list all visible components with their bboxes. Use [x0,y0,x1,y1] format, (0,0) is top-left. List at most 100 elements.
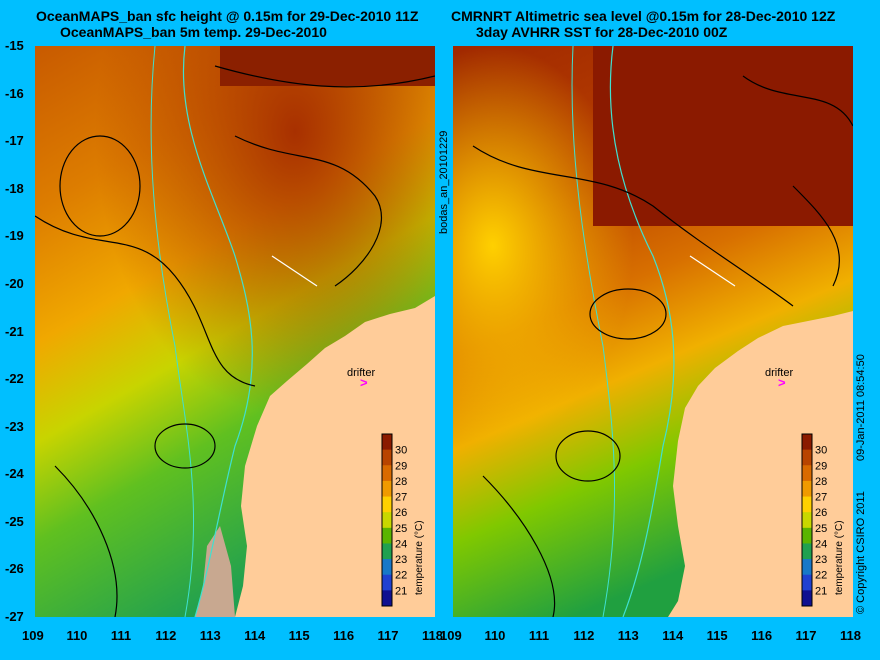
colorbar-tick-label: 22 [815,570,827,582]
lat-tick-label: -17 [5,133,24,149]
right-coastline-contour [609,46,675,617]
colorbar-label: temperature (°C) [834,520,845,595]
right-map-panel: drifter > [453,46,853,617]
left-drifter-label: drifter [347,367,375,379]
colorbar-swatch [802,590,812,607]
colorbar-tick-label: 27 [815,492,827,504]
left-map-panel: drifter > [35,46,435,617]
lat-tick-label: -16 [5,85,24,101]
colorbar-swatch [802,574,812,591]
colorbar-tick-label: 21 [815,585,827,597]
left-shelf-land [195,526,235,617]
lon-tick-label: 111 [528,628,550,643]
left-coastline-contour [182,46,253,617]
left-hot-block [220,46,435,86]
right-title-line2: 3day AVHRR SST for 28-Dec-2010 00Z [476,24,728,40]
colorbar-tick-label: 21 [395,585,407,597]
lon-tick-label: 118 [840,628,861,643]
left-ssh-contour-4 [214,65,435,88]
left-ssh-contour-3 [35,215,256,387]
colorbar-swatch [382,559,392,576]
lat-tick-label: -18 [5,180,24,196]
colorbar-tick-label: 23 [395,554,407,566]
right-ssh-contour-2 [555,430,621,482]
colorbar-swatch [382,512,392,529]
colorbar-tick-label: 25 [395,523,407,535]
lon-tick-label: 109 [22,628,44,643]
right-hot-block [593,46,853,226]
lon-tick-label: 117 [377,628,399,643]
colorbar-swatch [382,527,392,544]
colorbar-tick-label: 28 [395,476,407,488]
colorbar-swatch [382,465,392,482]
colorbar-swatch [802,449,812,466]
lon-tick-label: 115 [706,628,728,643]
left-ssh-contour [59,135,141,237]
lon-tick-label: 110 [66,628,88,643]
lon-tick-label: 115 [288,628,310,643]
colorbar-tick-label: 24 [395,538,407,550]
colorbar-swatch [802,465,812,482]
lon-tick-label: 117 [795,628,817,643]
colorbar-tick-label: 26 [815,507,827,519]
copyright-text: © Copyright CSIRO 2011 [855,491,867,614]
date-stamp-text: 09-Jan-2011 08:54:50 [855,354,867,461]
left-title-line1: OceanMAPS_ban sfc height @ 0.15m for 29-… [36,8,419,24]
lat-tick-label: -25 [5,513,24,529]
left-ssh-contour-2 [154,423,216,469]
colorbar-tick-label: 29 [815,460,827,472]
colorbar-tick-label: 26 [395,507,407,519]
lon-tick-label: 114 [244,628,266,643]
right-transect-line [689,255,736,287]
right-ssh-contour-5 [792,185,841,287]
colorbar-swatch [802,512,812,529]
right-coastline-contour-2 [571,46,616,617]
right-title-line1: CMRNRT Altimetric sea level @0.15m for 2… [451,8,836,24]
colorbar-swatch [802,434,812,451]
lat-tick-label: -27 [5,609,24,624]
colorbar-tick-label: 23 [815,554,827,566]
left-ssh-contour-5 [234,135,383,287]
lon-tick-label: 112 [573,628,595,643]
colorbar-swatch [382,434,392,451]
right-ssh-contour-3 [472,145,794,307]
colorbar-border [381,433,393,607]
colorbar-swatch [802,527,812,544]
colorbar-swatch [382,590,392,607]
left-map-svg: drifter > [35,46,435,617]
lon-tick-label: 109 [440,628,462,643]
colorbar-swatch [802,559,812,576]
colorbar-swatch [382,574,392,591]
colorbar-tick-label: 30 [395,445,407,457]
lon-tick-label: 110 [484,628,506,643]
lon-tick-label: 114 [662,628,684,643]
colorbar-tick-label: 29 [395,460,407,472]
lat-tick-label: -19 [5,228,24,244]
colorbar-border [801,433,813,607]
lat-tick-label: -15 [5,38,24,53]
lon-tick-label: 113 [617,628,639,643]
colorbar-swatch [382,449,392,466]
lon-tick-label: 113 [199,628,221,643]
colorbar-swatch [802,496,812,513]
lat-tick-label: -23 [5,418,24,434]
colorbar-swatch [382,480,392,498]
lon-tick-label: 111 [110,628,132,643]
left-drifter-marker: > [360,375,368,390]
left-title-line2: OceanMAPS_ban 5m temp. 29-Dec-2010 [60,24,327,40]
colorbar-swatch [382,496,392,513]
colorbar-swatch [802,480,812,498]
left-coastline-contour-2 [150,46,195,617]
lat-tick-label: -24 [5,466,24,482]
right-map-svg: drifter > [453,46,853,617]
colorbar-tick-label: 27 [395,492,407,504]
file-id-text: bodas_an_20101229 [438,130,450,234]
right-ssh-contour [589,288,667,340]
lon-tick-label: 116 [333,628,355,643]
lat-tick-label: -26 [5,561,24,577]
left-colorbar: 30 29 28 27 26 25 24 23 22 21 temperature (°C) [381,433,425,607]
colorbar-swatch [802,543,812,560]
colorbar-tick-label: 30 [815,445,827,457]
colorbar-label: temperature (°C) [414,520,425,595]
colorbar-swatch [382,543,392,560]
